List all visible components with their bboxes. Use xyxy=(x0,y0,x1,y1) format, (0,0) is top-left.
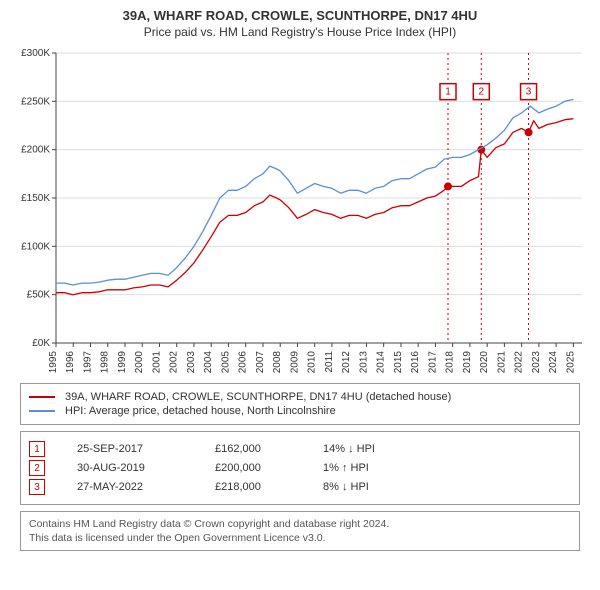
sale-price: £218,000 xyxy=(215,481,315,493)
legend-swatch xyxy=(29,410,55,412)
svg-text:2005: 2005 xyxy=(220,351,231,374)
legend-item: HPI: Average price, detached house, Nort… xyxy=(29,405,571,417)
svg-text:2017: 2017 xyxy=(427,351,438,374)
svg-text:1999: 1999 xyxy=(117,351,128,374)
svg-text:2023: 2023 xyxy=(531,351,542,374)
svg-text:£300K: £300K xyxy=(21,48,50,59)
sales-table: 1 25-SEP-2017 £162,000 14% ↓ HPI 2 30-AUG-201… xyxy=(20,431,580,505)
svg-text:£100K: £100K xyxy=(21,241,50,252)
legend: 39A, WHARF ROAD, CROWLE, SCUNTHORPE, DN1… xyxy=(20,383,580,425)
svg-text:2019: 2019 xyxy=(462,351,473,374)
svg-text:£150K: £150K xyxy=(21,193,50,204)
svg-text:2021: 2021 xyxy=(496,351,507,374)
legend-swatch xyxy=(29,396,55,398)
svg-text:2009: 2009 xyxy=(289,351,300,374)
sale-date: 27-MAY-2022 xyxy=(77,481,207,493)
sale-row: 1 25-SEP-2017 £162,000 14% ↓ HPI xyxy=(29,441,571,457)
svg-text:2016: 2016 xyxy=(410,351,421,374)
svg-text:£250K: £250K xyxy=(21,96,50,107)
svg-text:3: 3 xyxy=(526,87,532,98)
svg-text:2004: 2004 xyxy=(203,351,214,374)
svg-text:2018: 2018 xyxy=(445,351,456,374)
svg-text:2007: 2007 xyxy=(255,351,266,374)
sale-row: 3 27-MAY-2022 £218,000 8% ↓ HPI xyxy=(29,479,571,495)
svg-text:2022: 2022 xyxy=(514,351,525,374)
svg-text:1996: 1996 xyxy=(65,351,76,374)
svg-text:2010: 2010 xyxy=(307,351,318,374)
chart-area: £0K £50K £100K £150K £200K £250K £300K 1995 1996… xyxy=(10,45,590,375)
svg-text:2001: 2001 xyxy=(151,351,162,374)
sale-marker: 1 xyxy=(29,441,45,457)
svg-text:2: 2 xyxy=(479,87,485,98)
chart-title: 39A, WHARF ROAD, CROWLE, SCUNTHORPE, DN1… xyxy=(10,8,590,23)
svg-text:2000: 2000 xyxy=(134,351,145,374)
svg-text:£50K: £50K xyxy=(27,290,51,301)
chart-titles: 39A, WHARF ROAD, CROWLE, SCUNTHORPE, DN1… xyxy=(10,8,590,39)
attribution-line: This data is licensed under the Open Gov… xyxy=(29,531,571,545)
svg-text:2003: 2003 xyxy=(186,351,197,374)
svg-text:2012: 2012 xyxy=(341,351,352,374)
svg-text:1998: 1998 xyxy=(100,351,111,374)
legend-label: HPI: Average price, detached house, Nort… xyxy=(65,405,336,417)
svg-text:2002: 2002 xyxy=(169,351,180,374)
svg-text:2008: 2008 xyxy=(272,351,283,374)
chart-subtitle: Price paid vs. HM Land Registry's House … xyxy=(10,25,590,39)
svg-text:1: 1 xyxy=(445,87,451,98)
svg-text:£0K: £0K xyxy=(32,338,50,349)
svg-text:2025: 2025 xyxy=(565,351,576,374)
sale-date: 30-AUG-2019 xyxy=(77,462,207,474)
legend-label: 39A, WHARF ROAD, CROWLE, SCUNTHORPE, DN1… xyxy=(65,391,451,403)
svg-text:2013: 2013 xyxy=(358,351,369,374)
attribution-line: Contains HM Land Registry data © Crown c… xyxy=(29,517,571,531)
sale-marker: 2 xyxy=(29,460,45,476)
svg-text:1995: 1995 xyxy=(48,351,59,374)
svg-text:1997: 1997 xyxy=(82,351,93,374)
sale-delta: 14% ↓ HPI xyxy=(323,443,443,455)
attribution: Contains HM Land Registry data © Crown c… xyxy=(20,511,580,551)
sale-price: £200,000 xyxy=(215,462,315,474)
svg-text:2014: 2014 xyxy=(376,351,387,374)
sale-price: £162,000 xyxy=(215,443,315,455)
sale-date: 25-SEP-2017 xyxy=(77,443,207,455)
sale-delta: 1% ↑ HPI xyxy=(323,462,443,474)
svg-text:2006: 2006 xyxy=(238,351,249,374)
legend-item: 39A, WHARF ROAD, CROWLE, SCUNTHORPE, DN1… xyxy=(29,391,571,403)
svg-text:2024: 2024 xyxy=(548,351,559,374)
svg-text:2015: 2015 xyxy=(393,351,404,374)
svg-text:2020: 2020 xyxy=(479,351,490,374)
sale-marker: 3 xyxy=(29,479,45,495)
price-chart: £0K £50K £100K £150K £200K £250K £300K 1995 1996… xyxy=(10,45,590,375)
svg-text:£200K: £200K xyxy=(21,145,50,156)
sale-delta: 8% ↓ HPI xyxy=(323,481,443,493)
svg-text:2011: 2011 xyxy=(324,351,335,373)
sale-row: 2 30-AUG-2019 £200,000 1% ↑ HPI xyxy=(29,460,571,476)
